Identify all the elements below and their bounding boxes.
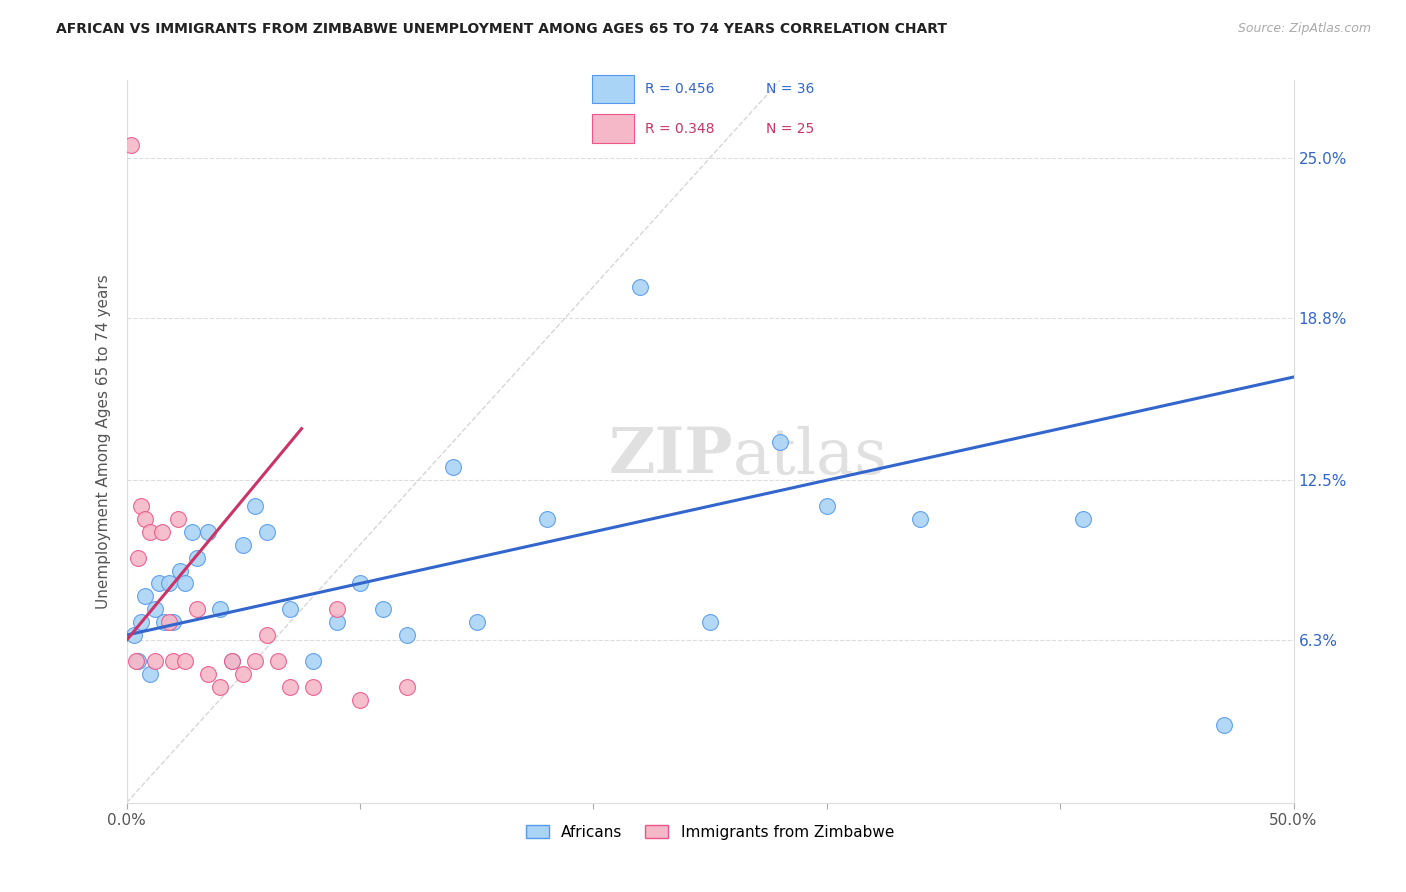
Point xyxy=(197,524,219,539)
Point xyxy=(162,654,184,668)
Point xyxy=(125,654,148,668)
Point xyxy=(169,564,191,578)
Text: Source: ZipAtlas.com: Source: ZipAtlas.com xyxy=(1237,22,1371,36)
Point xyxy=(127,550,149,565)
Point xyxy=(441,460,464,475)
Point xyxy=(174,654,197,668)
Point xyxy=(769,434,792,449)
Text: AFRICAN VS IMMIGRANTS FROM ZIMBABWE UNEMPLOYMENT AMONG AGES 65 TO 74 YEARS CORRE: AFRICAN VS IMMIGRANTS FROM ZIMBABWE UNEM… xyxy=(56,22,948,37)
Point xyxy=(243,654,266,668)
Y-axis label: Unemployment Among Ages 65 to 74 years: Unemployment Among Ages 65 to 74 years xyxy=(96,274,111,609)
Point xyxy=(120,137,142,152)
Point xyxy=(302,680,325,694)
Point xyxy=(134,512,156,526)
Point xyxy=(908,512,931,526)
Point xyxy=(278,680,301,694)
Point xyxy=(278,602,301,616)
Point xyxy=(395,628,418,642)
Point xyxy=(1073,512,1095,526)
Point xyxy=(162,615,184,630)
Point xyxy=(221,654,243,668)
Point xyxy=(186,602,208,616)
Point xyxy=(134,590,156,604)
Point xyxy=(349,692,371,706)
Point xyxy=(325,602,347,616)
Point xyxy=(143,602,166,616)
Point xyxy=(148,576,170,591)
Point xyxy=(122,628,145,642)
Text: R = 0.348: R = 0.348 xyxy=(645,122,714,136)
FancyBboxPatch shape xyxy=(592,114,634,143)
Text: atlas: atlas xyxy=(734,425,889,486)
Point xyxy=(208,680,231,694)
Text: N = 36: N = 36 xyxy=(766,82,814,96)
Point xyxy=(129,615,152,630)
Point xyxy=(208,602,231,616)
Point xyxy=(167,512,190,526)
Point xyxy=(153,615,176,630)
Point xyxy=(465,615,488,630)
Point xyxy=(628,279,651,293)
Point xyxy=(302,654,325,668)
Point xyxy=(325,615,347,630)
Point xyxy=(139,666,162,681)
Point xyxy=(127,654,149,668)
Point xyxy=(221,654,243,668)
Point xyxy=(186,550,208,565)
Legend: Africans, Immigrants from Zimbabwe: Africans, Immigrants from Zimbabwe xyxy=(520,819,900,846)
Point xyxy=(256,524,278,539)
Point xyxy=(243,499,266,513)
Point xyxy=(256,628,278,642)
Point xyxy=(232,666,254,681)
Point xyxy=(139,524,162,539)
Point xyxy=(129,499,152,513)
Point xyxy=(349,576,371,591)
Point xyxy=(143,654,166,668)
Point xyxy=(174,576,197,591)
Point xyxy=(150,524,173,539)
Point xyxy=(232,538,254,552)
Point xyxy=(197,666,219,681)
FancyBboxPatch shape xyxy=(592,75,634,103)
Text: ZIP: ZIP xyxy=(609,425,734,486)
Text: R = 0.456: R = 0.456 xyxy=(645,82,714,96)
Point xyxy=(157,576,180,591)
Point xyxy=(815,499,838,513)
Point xyxy=(373,602,395,616)
Point xyxy=(536,512,558,526)
Text: N = 25: N = 25 xyxy=(766,122,814,136)
Point xyxy=(1212,718,1234,732)
Point xyxy=(699,615,721,630)
Point xyxy=(157,615,180,630)
Point xyxy=(395,680,418,694)
Point xyxy=(267,654,290,668)
Point xyxy=(180,524,202,539)
